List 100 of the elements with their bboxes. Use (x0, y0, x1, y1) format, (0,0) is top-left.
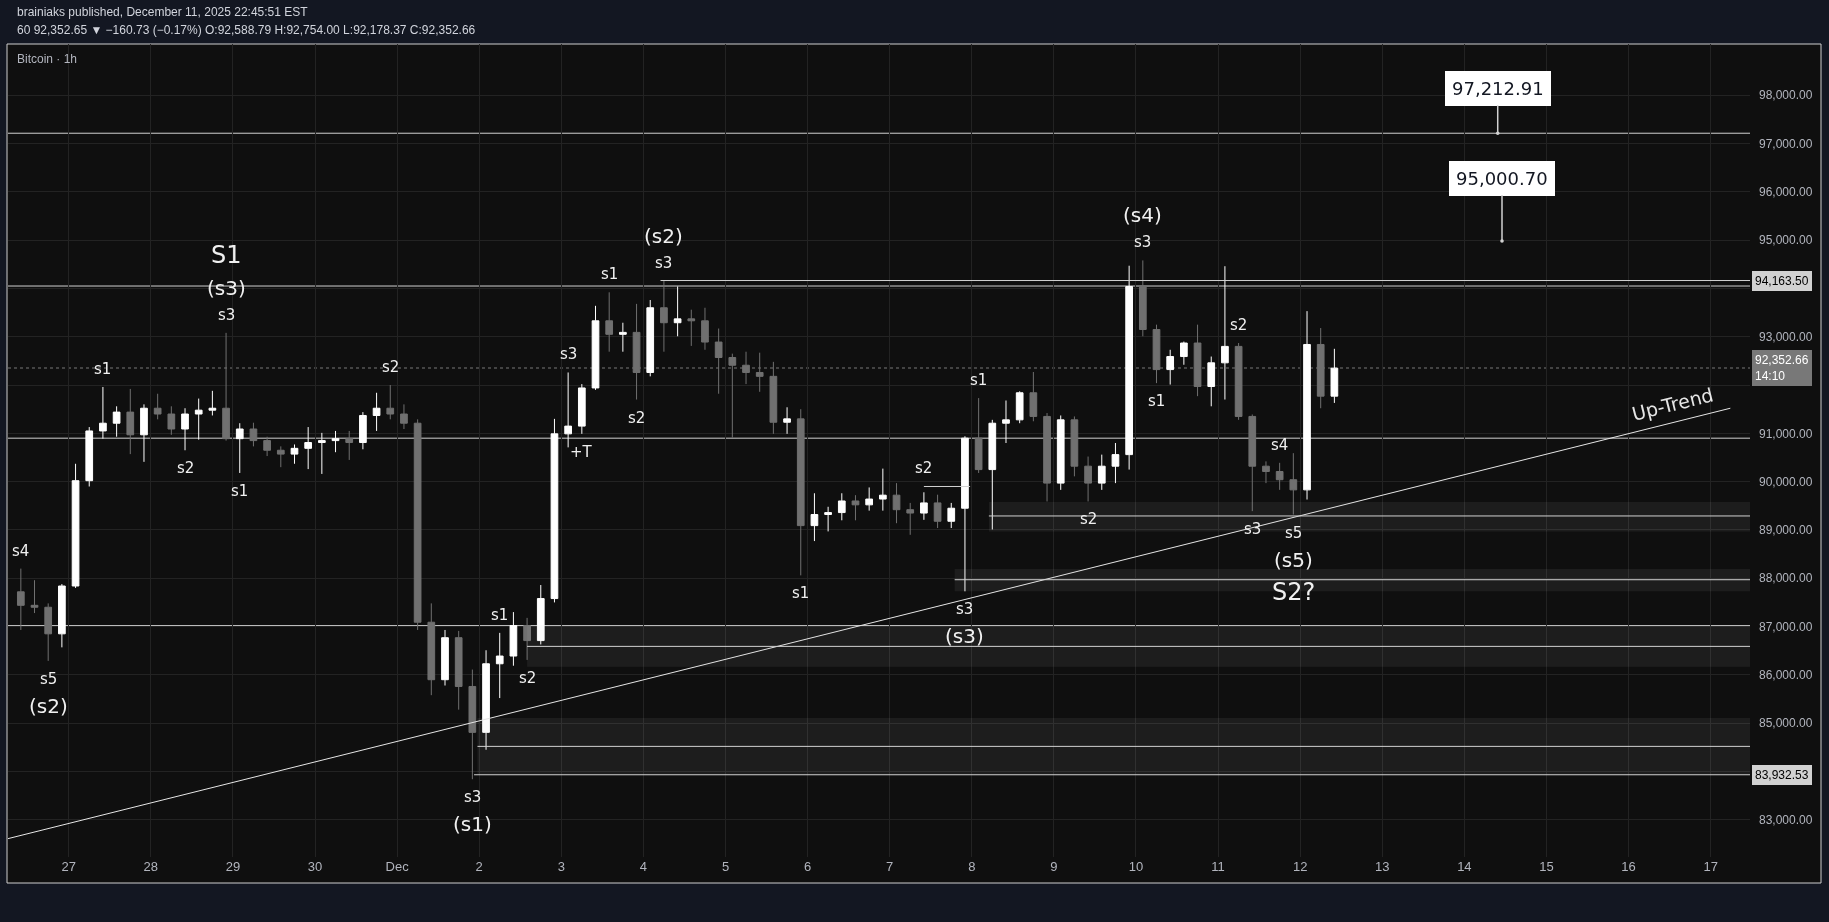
candlestick (564, 371, 572, 448)
candlestick (304, 426, 313, 470)
annotation: s1 (94, 360, 112, 378)
x-tick-label: Dec (385, 859, 410, 874)
candlestick (906, 502, 915, 536)
candlestick (1002, 400, 1010, 444)
x-tick-label: 4 (639, 859, 648, 874)
y-tick-label: 87,000.00 (1759, 619, 1813, 634)
annotation: s2 (628, 409, 646, 427)
annotation: s2 (382, 358, 400, 376)
x-tick-label: 28 (143, 859, 159, 874)
candlestick (1303, 310, 1311, 501)
candlestick (810, 492, 819, 542)
candlestick (318, 432, 326, 475)
y-tick-label: 97,000.00 (1759, 136, 1813, 151)
candlestick (947, 502, 956, 529)
candlestick (372, 392, 381, 432)
candlestick (673, 286, 682, 337)
x-tick-label: 16 (1621, 859, 1636, 874)
annotation: s5 (40, 670, 58, 688)
candlestick (16, 568, 25, 631)
candlestick (386, 384, 395, 420)
candlestick (1043, 412, 1051, 502)
candlestick (701, 307, 709, 351)
candlestick (482, 649, 490, 751)
candlestick (359, 411, 367, 450)
candlestick (1289, 452, 1298, 516)
candlestick (974, 397, 983, 474)
candlestick (99, 386, 107, 440)
x-tick-label: 15 (1539, 859, 1554, 874)
annotation: (s4) (1123, 203, 1162, 227)
y-tick-label: 95,000.00 (1759, 233, 1813, 248)
annotation: S2? (1272, 578, 1316, 606)
annotation: (s2) (29, 694, 68, 718)
candlestick (892, 482, 901, 524)
candlestick (865, 486, 874, 512)
annotation: (s2) (644, 224, 683, 248)
candlestick (577, 383, 586, 435)
x-tick-label: 30 (307, 859, 323, 874)
annotation: 97,212.91 (1452, 78, 1544, 99)
annotation: s3 (956, 600, 974, 618)
x-tick-label: 8 (968, 859, 976, 874)
candlestick (58, 583, 66, 648)
annotation: S1 (211, 241, 242, 269)
x-tick-label: 29 (225, 859, 241, 874)
candlestick (550, 418, 559, 603)
x-tick-label: 3 (557, 859, 565, 874)
candlestick (1207, 356, 1216, 407)
candlestick (71, 463, 80, 589)
candlestick (933, 494, 942, 529)
candlestick (495, 632, 504, 699)
annotation: s2 (1230, 316, 1248, 334)
candlestick (1070, 415, 1079, 477)
candlestick (263, 436, 271, 457)
annotation: s1 (792, 584, 810, 602)
candlestick (660, 280, 668, 353)
candlestick (1029, 371, 1038, 422)
x-tick-label: 10 (1128, 859, 1144, 874)
candlestick (619, 322, 627, 353)
x-tick-label: 11 (1211, 859, 1225, 874)
candlestick (1248, 414, 1257, 512)
y-tick-label: 93,000.00 (1759, 329, 1813, 344)
candlestick (824, 506, 832, 532)
candlestick (1138, 259, 1147, 337)
x-tick-label: 14 (1457, 859, 1472, 874)
candlestick (605, 291, 614, 353)
candlestick (126, 388, 135, 455)
candlestick (208, 390, 217, 416)
candlestick (1330, 348, 1339, 404)
candlestick (1084, 456, 1092, 502)
data-label: 83,932.53 (1755, 768, 1809, 782)
candlestick (276, 445, 285, 468)
candlestick (140, 403, 148, 463)
annotation: s3 (655, 254, 673, 272)
annotation: s3 (560, 345, 578, 363)
candlestick (851, 494, 860, 521)
candlestick (1125, 265, 1133, 471)
candlestick (1275, 462, 1284, 491)
chart-subtitle: 60 92,352.65 ▼ −160.73 (−0.17%) O:92,588.79 H:92,754.00 L:92,178.37 C:92,352.66 (17, 23, 476, 37)
annotation: s3 (464, 788, 482, 806)
candlestick (783, 406, 791, 435)
candlestick (413, 418, 422, 631)
candlestick (536, 584, 545, 645)
text: Bitcoin · 1h (17, 52, 78, 66)
candlestick (523, 617, 531, 661)
candlestick (509, 611, 518, 667)
candlestick (796, 408, 805, 576)
candlestick (194, 398, 203, 441)
annotation: s1 (970, 371, 988, 389)
candlestick (249, 422, 258, 447)
annotation: 95,000.70 (1456, 168, 1548, 189)
annotation: (s3) (207, 276, 246, 300)
x-tick-label: 5 (721, 859, 730, 874)
y-tick-label: 96,000.00 (1759, 185, 1813, 200)
y-tick-label: 88,000.00 (1759, 571, 1813, 586)
candlestick (44, 602, 53, 662)
y-tick-label: 85,000.00 (1759, 716, 1813, 731)
annotation: s2 (177, 459, 195, 477)
x-tick-label: 13 (1375, 859, 1390, 874)
annotation: s1 (601, 265, 619, 283)
